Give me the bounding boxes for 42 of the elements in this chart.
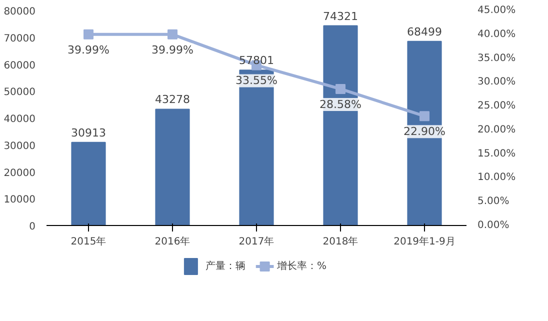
point	[168, 29, 178, 40]
bar	[71, 142, 106, 226]
data-label: 30913	[71, 126, 106, 140]
y2-tick-label: 30.00%	[478, 76, 516, 88]
data-label: 39.99%	[152, 43, 194, 56]
y2-tick-label: 0.00%	[478, 220, 510, 231]
y2-tick-label: 5.00%	[478, 196, 510, 208]
data-label: 43278	[155, 93, 190, 106]
y-tick-label: 10000	[4, 194, 36, 206]
point	[420, 111, 430, 122]
y-tick-label: 80000	[4, 6, 36, 18]
y-tick-label: 50000	[4, 87, 36, 98]
data-label: 33.55%	[236, 74, 278, 88]
point	[336, 84, 346, 94]
y2-tick-label: 20.00%	[478, 124, 516, 136]
legend-label: 增长率：%	[276, 260, 326, 272]
x-tick-label: 2017年	[238, 236, 274, 248]
y2-tick-label: 40.00%	[478, 28, 516, 40]
y-tick-label: 70000	[4, 33, 36, 44]
y2-tick-label: 25.00%	[478, 100, 516, 112]
bar	[155, 108, 190, 226]
legend-label: 产量：辆	[206, 260, 246, 272]
data-label: 74321	[323, 10, 358, 23]
data-label: 57801	[239, 54, 274, 68]
x-tick-label: 2015年	[70, 236, 106, 248]
y-tick-label: 60000	[4, 60, 36, 72]
x-tick-label: 2018年	[322, 236, 358, 248]
data-label: 22.90%	[404, 125, 446, 138]
y-tick-label: 30000	[4, 140, 36, 152]
y2-tick-label: 15.00%	[478, 148, 516, 160]
y-tick-label: 20000	[4, 168, 36, 179]
y-tick-label: 40000	[4, 114, 36, 125]
data-label: 39.99%	[68, 43, 110, 56]
data-label: 28.58%	[320, 98, 362, 111]
point	[84, 29, 94, 40]
y2-tick-label: 45.00%	[478, 5, 516, 16]
data-label: 68499	[407, 25, 442, 38]
x-tick-label: 2016年	[154, 236, 190, 248]
y-tick-label: 0	[29, 222, 36, 232]
x-tick-label: 2019年1-9月	[394, 236, 456, 248]
y2-tick-label: 10.00%	[478, 172, 516, 184]
y2-tick-label: 35.00%	[478, 52, 516, 64]
